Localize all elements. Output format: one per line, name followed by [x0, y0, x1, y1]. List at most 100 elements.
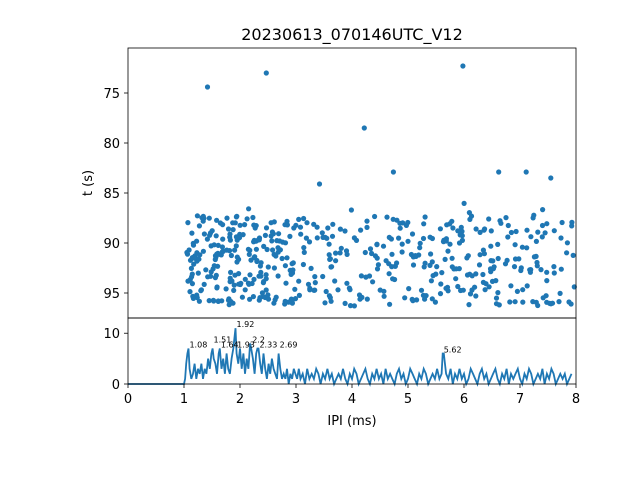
scatter-point	[380, 243, 387, 249]
x-tick-label: 7	[516, 392, 524, 407]
scatter-point	[271, 265, 277, 271]
scatter-point	[455, 283, 461, 290]
scatter-point	[449, 255, 455, 261]
scatter-point	[246, 251, 252, 257]
scatter-point	[428, 251, 434, 257]
scatter-point	[513, 228, 519, 235]
scatter-point	[473, 226, 479, 232]
scatter-point	[476, 262, 483, 268]
scatter-point	[300, 261, 306, 268]
scatter-point	[238, 280, 244, 286]
scatter-point	[364, 296, 370, 302]
scatter-point	[445, 248, 451, 254]
scatter-point	[447, 241, 453, 247]
scatter-point	[461, 200, 467, 206]
scatter-point	[233, 234, 239, 240]
scatter-point	[292, 286, 298, 292]
scatter-point	[548, 301, 554, 307]
scatter-point	[203, 267, 209, 273]
scatter-point	[308, 265, 314, 271]
chart-title: 20230613_070146UTC_V12	[241, 25, 463, 45]
scatter-point	[320, 234, 326, 240]
scatter-point	[330, 221, 336, 227]
scatter-point	[442, 256, 448, 262]
scatter-point	[228, 298, 234, 305]
scatter-point	[230, 220, 236, 226]
scatter-point	[196, 298, 202, 304]
scatter-point	[190, 295, 196, 301]
peak-label: 1.51	[214, 335, 232, 344]
scatter-point	[374, 266, 381, 272]
scatter-point	[251, 276, 257, 282]
scatter-point	[264, 246, 270, 253]
scatter-point	[338, 245, 344, 251]
scatter-point	[367, 246, 374, 252]
scatter-point	[508, 229, 514, 236]
scatter-point	[344, 251, 350, 257]
scatter-point	[301, 215, 307, 222]
scatter-point	[518, 265, 524, 271]
scatter-point	[397, 225, 403, 231]
scatter-point	[420, 292, 426, 298]
scatter-point	[434, 264, 440, 270]
hist-y-axis-ticks: 0 10	[103, 327, 128, 393]
scatter-point	[372, 213, 378, 220]
peak-labels: 1.08 1.511.64 1.92 1.932.22.33 2.69 5.62	[189, 320, 461, 354]
scatter-points	[184, 63, 577, 309]
scatter-point	[320, 273, 326, 280]
scatter-point	[433, 271, 439, 277]
scatter-point	[369, 250, 375, 257]
scatter-point	[488, 228, 494, 234]
scatter-point	[284, 255, 290, 261]
scatter-point	[405, 238, 411, 244]
scatter-point	[211, 298, 217, 304]
scatter-point	[389, 264, 395, 270]
scatter-point	[333, 258, 339, 264]
scatter-point	[337, 250, 343, 256]
scatter-point	[188, 265, 194, 271]
scatter-point	[418, 287, 425, 293]
scatter-point	[239, 294, 245, 300]
scatter-point	[208, 273, 214, 279]
scatter-point	[312, 280, 318, 286]
y-tick-label: 80	[103, 137, 120, 152]
hist-y-tick-label: 10	[103, 327, 120, 342]
scatter-point	[287, 233, 293, 239]
scatter-point	[399, 249, 405, 255]
scatter-point	[196, 223, 202, 229]
scatter-point	[304, 220, 310, 226]
scatter-point	[261, 243, 267, 249]
scatter-point	[558, 266, 564, 272]
scatter-point	[252, 254, 258, 260]
scatter-point	[496, 302, 502, 308]
scatter-point	[275, 245, 281, 251]
scatter-point	[234, 213, 240, 219]
scatter-point	[197, 252, 203, 258]
scatter-point	[189, 274, 195, 280]
scatter-point	[335, 287, 341, 293]
scatter-point	[456, 240, 463, 246]
scatter-point	[374, 242, 380, 248]
scatter-point	[200, 218, 206, 224]
scatter-point	[225, 226, 232, 232]
scatter-point	[520, 299, 526, 305]
peak-label: 2.33	[259, 340, 277, 349]
scatter-point	[326, 241, 332, 247]
scatter-point	[453, 266, 459, 272]
scatter-point	[480, 247, 486, 253]
scatter-point	[194, 292, 200, 298]
scatter-point	[427, 262, 433, 268]
scatter-point	[312, 274, 318, 280]
scatter-point	[357, 296, 363, 302]
scatter-point	[314, 235, 320, 241]
scatter-point	[204, 236, 210, 242]
scatter-point	[333, 250, 339, 256]
scatter-point	[206, 215, 212, 221]
hist-y-tick-label: 0	[112, 378, 120, 393]
scatter-point	[265, 264, 271, 270]
scatter-point	[246, 281, 252, 287]
scatter-point	[214, 217, 220, 223]
scatter-point	[370, 279, 376, 285]
scatter-point	[447, 221, 453, 227]
scatter-point	[450, 225, 456, 231]
